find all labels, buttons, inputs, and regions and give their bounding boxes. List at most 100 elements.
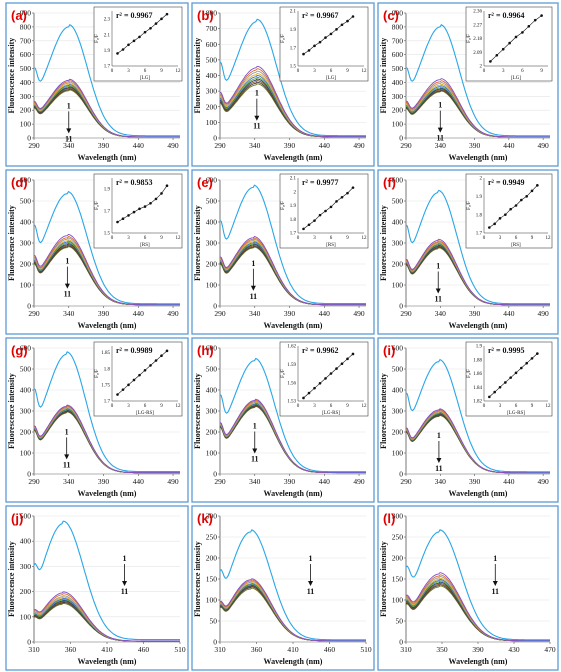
spectrum-line: [33, 351, 180, 473]
y-tick-label: 300: [206, 407, 218, 416]
inset-point: [324, 209, 327, 213]
arrow-start-label: 1: [251, 259, 255, 268]
inset-point: [346, 19, 349, 23]
y-axis-title: Fluorescence intensity: [7, 373, 16, 449]
y-tick-label: 300: [392, 512, 404, 521]
panel-label: (d): [11, 175, 28, 190]
inset-point: [329, 205, 333, 209]
x-tick-label: 440: [319, 309, 331, 318]
y-tick-label: 600: [392, 344, 404, 353]
y-tick-label: 0: [213, 638, 217, 647]
y-tick-label: 400: [206, 386, 218, 395]
inset-r2-label: r² = 0.9964: [488, 11, 525, 20]
inset-plot: 1.7 1.9 2.1 2.3 0 3 6 9 12 [LG] F₀/F r² = 0.9967: [93, 6, 183, 82]
arrow-end-label: 11: [435, 464, 443, 473]
inset-y-tick-label: 1.86: [473, 372, 482, 377]
y-tick-label: 400: [20, 386, 32, 395]
inset-x-tick-label: 9: [160, 69, 163, 74]
inset-point: [530, 357, 534, 360]
x-tick-label: 390: [472, 645, 484, 654]
y-tick-label: 150: [206, 575, 218, 584]
inset-y-tick-label: 1.7: [476, 232, 483, 237]
inset-y-tick-label: 2: [480, 65, 483, 70]
x-tick-label: 410: [287, 645, 299, 654]
inset-point: [160, 354, 163, 358]
inset-point: [165, 349, 169, 353]
inset-point: [508, 41, 511, 45]
y-tick-label: 100: [206, 596, 218, 605]
arrow-start-label: 1: [309, 554, 313, 563]
panel-k: 0 50 100 150 200 250 300 310 360 410 460 510 Wavelen…: [191, 505, 375, 671]
spectrum-line: [219, 235, 366, 306]
panel-label: (g): [11, 343, 28, 358]
y-tick-label: 300: [20, 239, 32, 248]
inset-point: [533, 18, 537, 22]
inset-y-tick-label: 2.36: [473, 10, 482, 15]
inset-point: [493, 390, 496, 394]
inset-x-tick-label: 9: [346, 236, 349, 241]
y-tick-label: 200: [20, 587, 32, 596]
x-axis-title: Wavelength (nm): [449, 153, 508, 162]
inset-r2-label: r² = 0.9967: [116, 11, 153, 20]
y-tick-label: 500: [20, 64, 32, 73]
panel-label: (j): [11, 511, 23, 526]
y-tick-label: 0: [399, 134, 403, 143]
x-tick-label: 290: [214, 477, 226, 486]
inset-r2-label: r² = 0.9949: [488, 178, 525, 187]
inset-point: [307, 49, 311, 52]
spectrum-line: [405, 572, 550, 642]
y-tick-label: 100: [206, 118, 218, 127]
arrow-head: [437, 127, 443, 133]
y-tick-label: 700: [20, 36, 32, 45]
panel-label: (c): [383, 8, 399, 23]
inset-point: [493, 222, 496, 226]
inset-point: [127, 383, 130, 387]
y-tick-label: 250: [392, 533, 404, 542]
inset-point: [351, 15, 355, 18]
arrow-start-label: 1: [437, 431, 441, 440]
inset-point: [121, 48, 125, 51]
inset-point: [340, 195, 344, 199]
inset-y-tick-label: 1.8: [104, 367, 111, 372]
spectrum-line: [219, 65, 366, 138]
inset-point: [520, 366, 523, 370]
inset-y-axis-title: F₀/F: [95, 369, 100, 378]
inset-x-tick-label: 6: [144, 404, 147, 409]
y-tick-label: 600: [20, 50, 32, 59]
x-tick-label: 290: [214, 309, 226, 318]
x-axis-title: Wavelength (nm): [264, 153, 323, 162]
inset-x-tick-label: 0: [111, 69, 114, 74]
y-tick-label: 300: [20, 407, 32, 416]
inset-x-axis-title: [RS]: [140, 243, 150, 248]
arrow-start-label: 1: [123, 554, 127, 563]
y-tick-label: 600: [20, 176, 32, 185]
spectrum-line: [219, 184, 366, 305]
x-tick-label: 360: [65, 645, 77, 654]
inset-point: [143, 205, 147, 208]
inset-x-tick-label: 0: [111, 404, 114, 409]
arrow-head: [64, 454, 70, 460]
arrow-head: [308, 581, 314, 586]
x-tick-label: 390: [469, 309, 481, 318]
inset-point: [149, 364, 152, 367]
inset-y-tick-label: 1.7: [290, 46, 297, 51]
panel-label: (h): [197, 343, 214, 358]
x-tick-label: 490: [353, 141, 365, 150]
inset-plot: 1.5 1.7 1.9 2.1 0 3 6 9 12 [LG] F₀/F r² = 0.9967: [279, 6, 369, 82]
inset-y-tick-label: 1.9: [476, 345, 483, 350]
inset-fit-line: [489, 185, 538, 228]
y-tick-label: 200: [392, 106, 404, 115]
y-tick-label: 300: [392, 92, 404, 101]
inset-x-tick-label: 0: [111, 236, 114, 241]
arrow-start-label: 1: [65, 427, 69, 436]
x-tick-label: 390: [469, 477, 481, 486]
arrow-end-label: 11: [251, 455, 259, 464]
x-tick-label: 340: [63, 141, 75, 150]
y-tick-label: 200: [206, 554, 218, 563]
x-tick-label: 440: [133, 477, 145, 486]
inset-x-tick-label: 0: [297, 404, 300, 409]
inset-point: [520, 198, 523, 202]
spectrum-line: [405, 78, 550, 138]
inset-point: [149, 202, 152, 205]
y-tick-label: 400: [20, 537, 32, 546]
